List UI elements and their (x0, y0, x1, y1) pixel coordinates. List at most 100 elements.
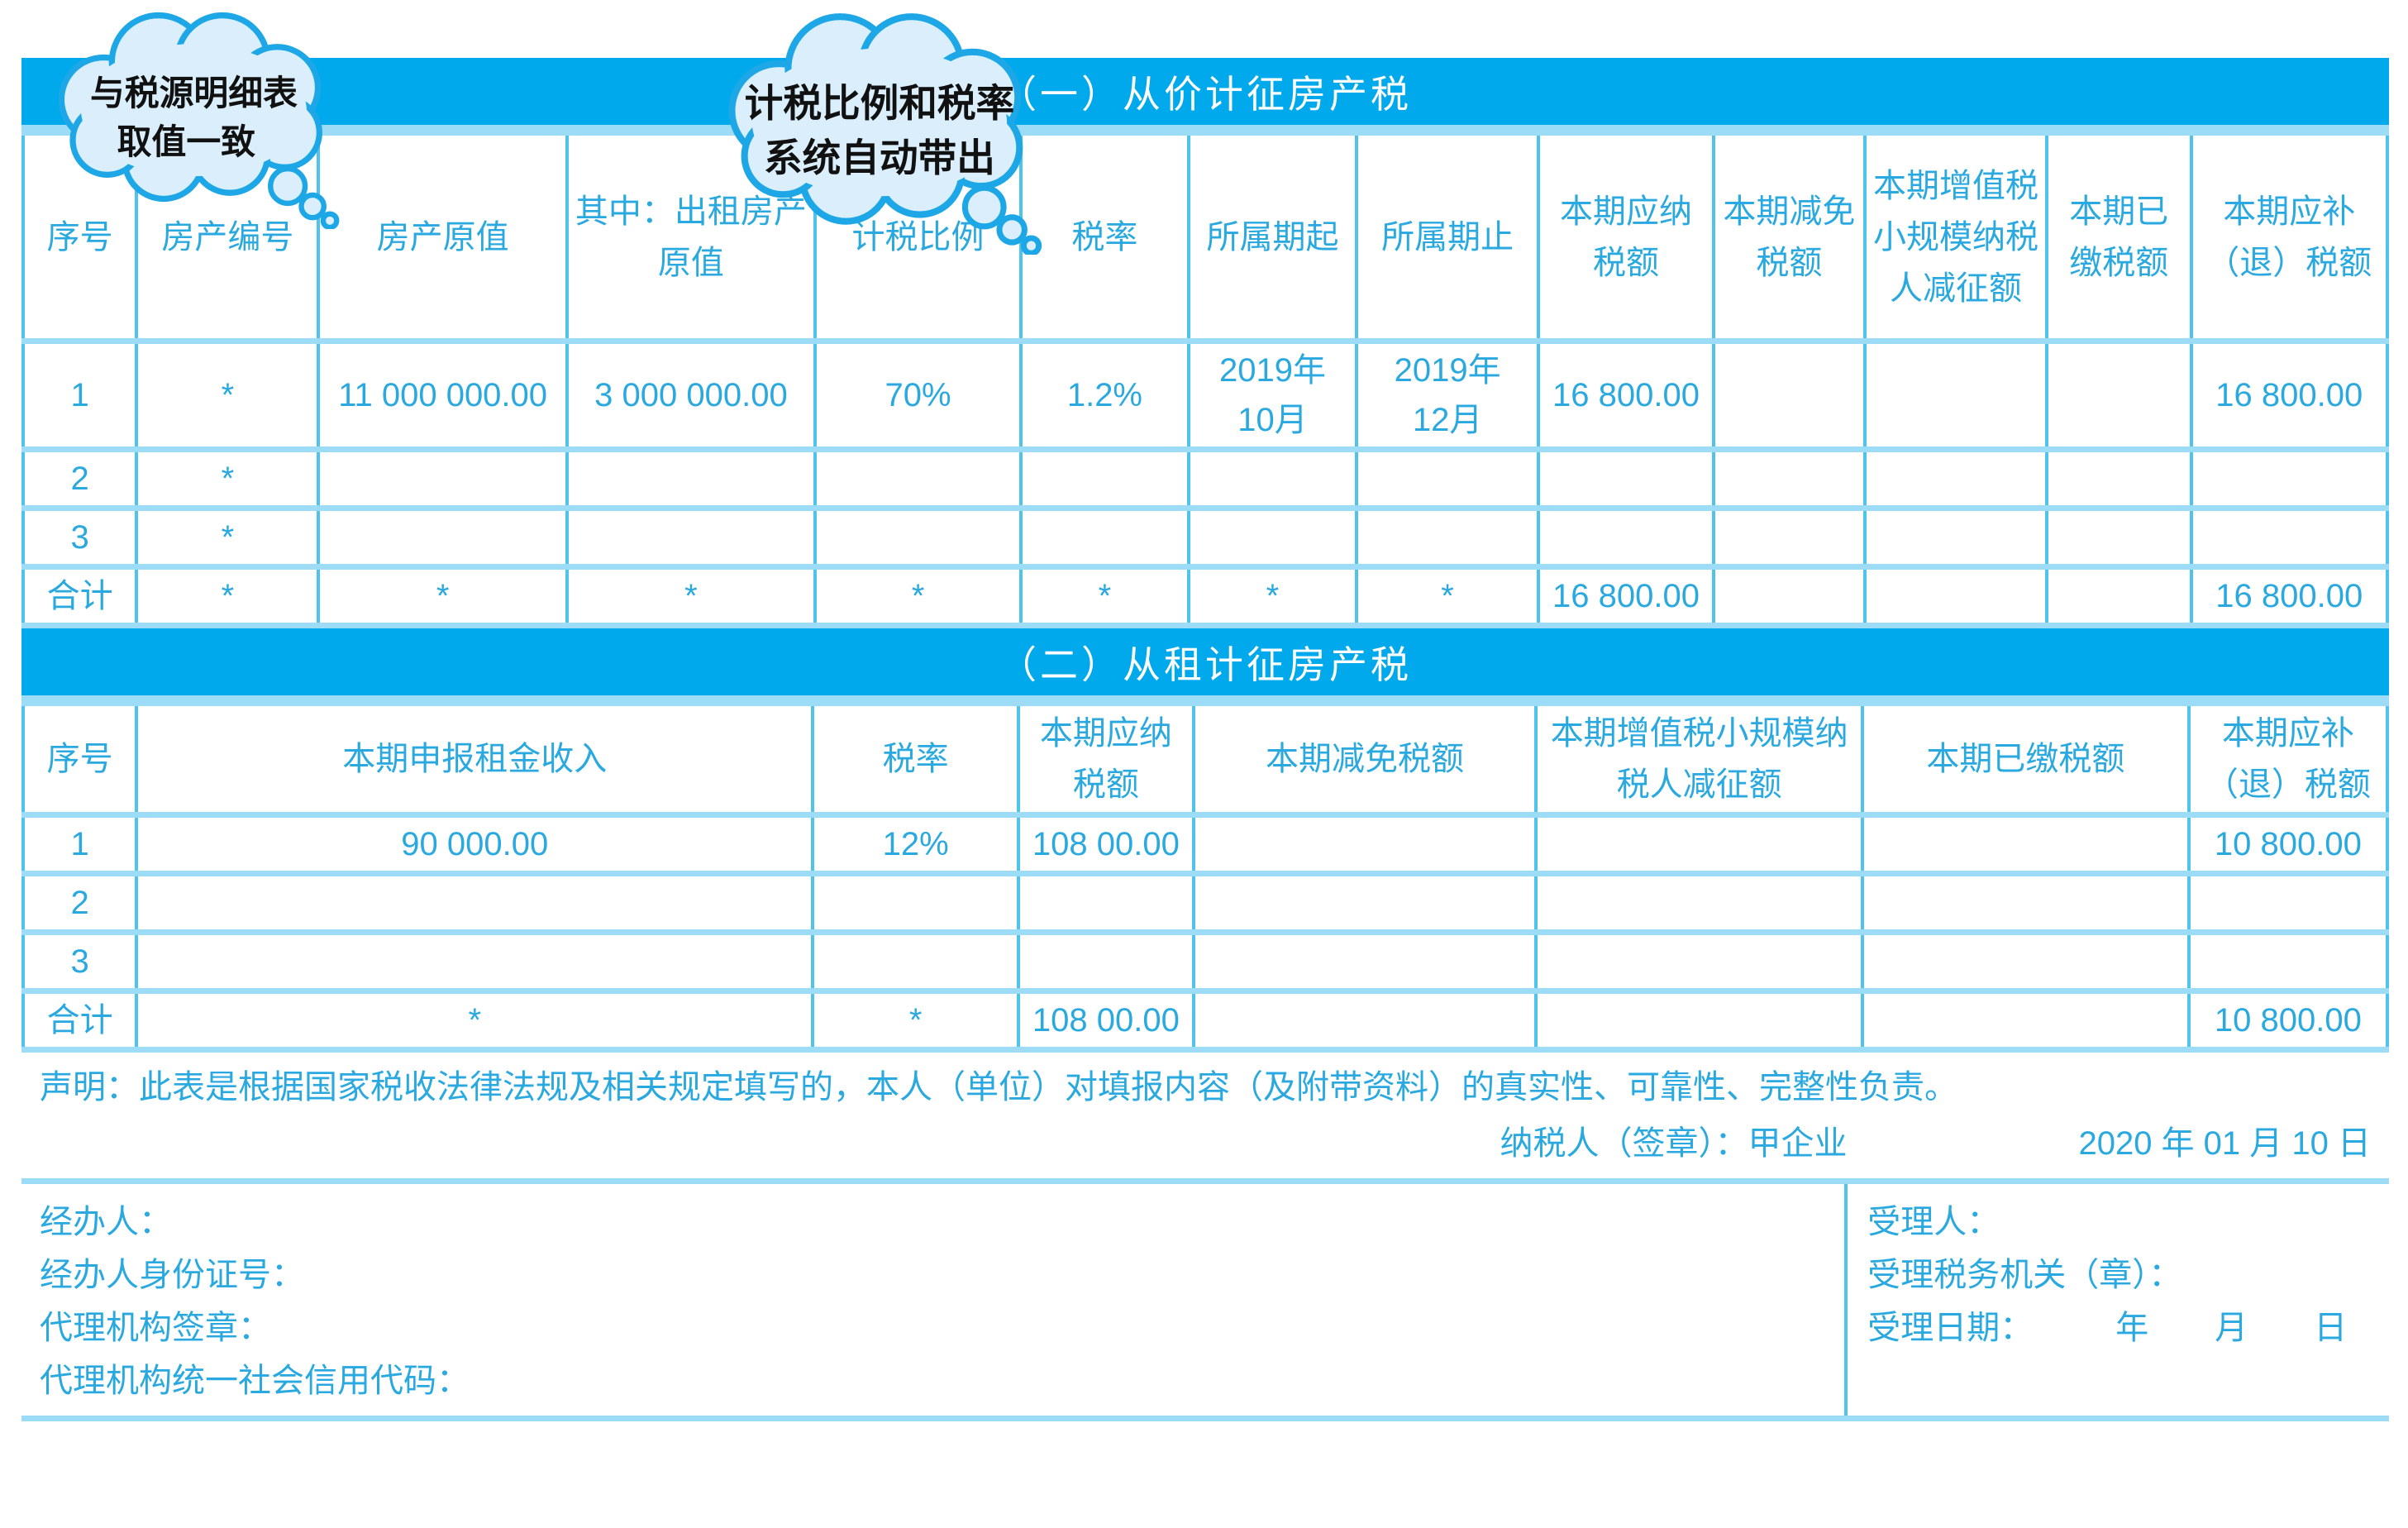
table-cell: 108 00.00 (1017, 812, 1195, 876)
table-cell (565, 505, 818, 570)
table-cell (2186, 871, 2390, 935)
column-header: 本期已缴税额 (2045, 130, 2193, 344)
thought-cloud-icon: 计税比例和税率 系统自动带出 (728, 13, 1042, 255)
table-cell (2045, 338, 2193, 452)
table-cell: * (1018, 564, 1190, 628)
table-cell: 1 (21, 812, 139, 876)
total-row: 合计 * * 108 00.00 10 800.00 (21, 988, 2390, 1053)
column-header: 税率 (811, 700, 1021, 818)
table-cell (1862, 446, 2049, 511)
table-cell: * (135, 564, 321, 628)
column-header: 本期减免税额 (1191, 700, 1538, 818)
table-cell: 108 00.00 (1017, 988, 1195, 1053)
column-header: 序号 (21, 700, 139, 818)
table-cell: * (565, 564, 818, 628)
table-cell: * (811, 988, 1021, 1053)
table-cell (1861, 812, 2191, 876)
acceptance-date-label: 受理日期： 年 月 日 (1867, 1310, 2348, 1346)
callout-auto-rate-note: 计税比例和税率 系统自动带出 (708, 3, 1060, 255)
table-cell (1862, 564, 2049, 628)
table-cell (317, 505, 569, 570)
table-cell (1862, 505, 2049, 570)
table-cell (1711, 446, 1867, 511)
table-cell: 3 (21, 505, 139, 570)
data-row: 3 (21, 929, 2390, 994)
table-cell: 10 800.00 (2186, 812, 2390, 876)
table-cell (135, 929, 815, 994)
table-cell (811, 929, 1021, 994)
column-header: 税率 (1018, 130, 1190, 344)
column-header: 本期已缴税额 (1861, 700, 2191, 818)
table-cell: 合计 (21, 988, 139, 1053)
callout1-line1: 与税源明细表 (90, 74, 298, 113)
table-cell: 70% (813, 338, 1023, 452)
table-cell (1534, 929, 1865, 994)
acceptance-panel: 受理人： 受理税务机关（章）： 受理日期： 年 月 日 (1844, 1184, 2389, 1416)
table-cell (1711, 338, 1867, 452)
table-cell (1534, 988, 1865, 1053)
column-header: 所属期起 (1186, 130, 1358, 344)
table-cell: 3 000 000.00 (565, 338, 818, 452)
table-cell (1017, 871, 1195, 935)
handler-label: 经办人： (40, 1204, 172, 1240)
section1-title: （一）从价计征房产税 (999, 72, 1412, 116)
table2-body: 1 90 000.00 12% 108 00.00 10 800.00 2 3 合计 * * 108… (21, 812, 2390, 1053)
column-header: 本期增值税小规模纳税人减征额 (1862, 130, 2049, 344)
table-cell (1018, 505, 1190, 570)
table-cell (813, 505, 1023, 570)
table-cell: * (317, 564, 569, 628)
table2-header: 序号 本期申报租金收入 税率 本期应纳税额 本期减免税额 本期增值税小规模纳税人减征额 本期… (21, 700, 2390, 818)
table-cell: 2019年 12月 (1354, 338, 1541, 452)
table-cell (1861, 988, 2191, 1053)
ad-valorem-property-tax-table: 序号 房产编号 房产原值 其中：出租房产原值 计税比例 税率 所属期起 所属期止 本期应纳税额本… (21, 130, 2390, 628)
data-row: 1 * 11 000 000.00 3 000 000.00 70% 1.2% 2019年 … (21, 338, 2390, 452)
table-cell (2189, 505, 2390, 570)
column-header: 本期应补（退）税额 (2186, 700, 2390, 818)
header-row: 序号 本期申报租金收入 税率 本期应纳税额 本期减免税额 本期增值税小规模纳税人减征额 本期… (21, 700, 2390, 818)
column-header: 本期应纳税额 (1537, 130, 1715, 344)
table-cell (811, 871, 1021, 935)
top-margin (21, 0, 2389, 58)
table-cell (565, 446, 818, 511)
declaration-section: 声明：此表是根据国家税收法律法规及相关规定填写的，本人（单位）对填报内容（及附带… (21, 1053, 2389, 1165)
callout2-line2: 系统自动带出 (764, 137, 995, 180)
table-cell (813, 446, 1023, 511)
table-cell (1861, 871, 2191, 935)
header-row: 序号 房产编号 房产原值 其中：出租房产原值 计税比例 税率 所属期起 所属期止 本期应纳税额本… (21, 130, 2390, 344)
table-cell (1354, 505, 1541, 570)
section2-title: （二）从租计征房产税 (999, 642, 1412, 686)
table-cell: 16 800.00 (2189, 564, 2390, 628)
table-cell: 2 (21, 446, 139, 511)
section1-title-bar: （一）从价计征房产税 (21, 58, 2389, 130)
table-cell (317, 446, 569, 511)
table-cell (135, 871, 815, 935)
table-cell: * (813, 564, 1023, 628)
table-cell (1191, 812, 1538, 876)
column-header: 本期应纳税额 (1017, 700, 1195, 818)
table-cell: * (1354, 564, 1541, 628)
table-cell: 2019年 10月 (1186, 338, 1358, 452)
table-cell: * (1186, 564, 1358, 628)
tax-authority-seal-label: 受理税务机关（章）： (1867, 1257, 2182, 1293)
agency-seal-label: 代理机构签章： (40, 1310, 271, 1346)
table-cell (1191, 988, 1538, 1053)
table-cell: 3 (21, 929, 139, 994)
table-cell (1711, 505, 1867, 570)
rent-based-property-tax-table: 序号 本期申报租金收入 税率 本期应纳税额 本期减免税额 本期增值税小规模纳税人减征额 本期… (21, 700, 2390, 1053)
table-cell: 10 800.00 (2186, 988, 2390, 1053)
declaration-date: 2020 年 01 月 10 日 (2078, 1125, 2371, 1162)
table1-header: 序号 房产编号 房产原值 其中：出租房产原值 计税比例 税率 所属期起 所属期止 本期应纳税额本… (21, 130, 2390, 344)
table-cell: 11 000 000.00 (317, 338, 569, 452)
footer-box: 经办人： 经办人身份证号： 代理机构签章： 代理机构统一社会信用代码： 受理人：… (21, 1178, 2389, 1421)
section2-title-bar: （二）从租计征房产税 (21, 628, 2389, 700)
acceptor-label: 受理人： (1867, 1204, 2000, 1240)
table-cell: 2 (21, 871, 139, 935)
agent-info-panel: 经办人： 经办人身份证号： 代理机构签章： 代理机构统一社会信用代码： (21, 1184, 1844, 1416)
table-cell: 90 000.00 (135, 812, 815, 876)
table-cell (1711, 564, 1867, 628)
table-cell: 16 800.00 (1537, 564, 1715, 628)
thought-cloud-icon: 与税源明细表 取值一致 (58, 12, 340, 229)
table-cell (1191, 871, 1538, 935)
declaration-text: 声明：此表是根据国家税收法律法规及相关规定填写的，本人（单位）对填报内容（及附带… (40, 1069, 1957, 1105)
